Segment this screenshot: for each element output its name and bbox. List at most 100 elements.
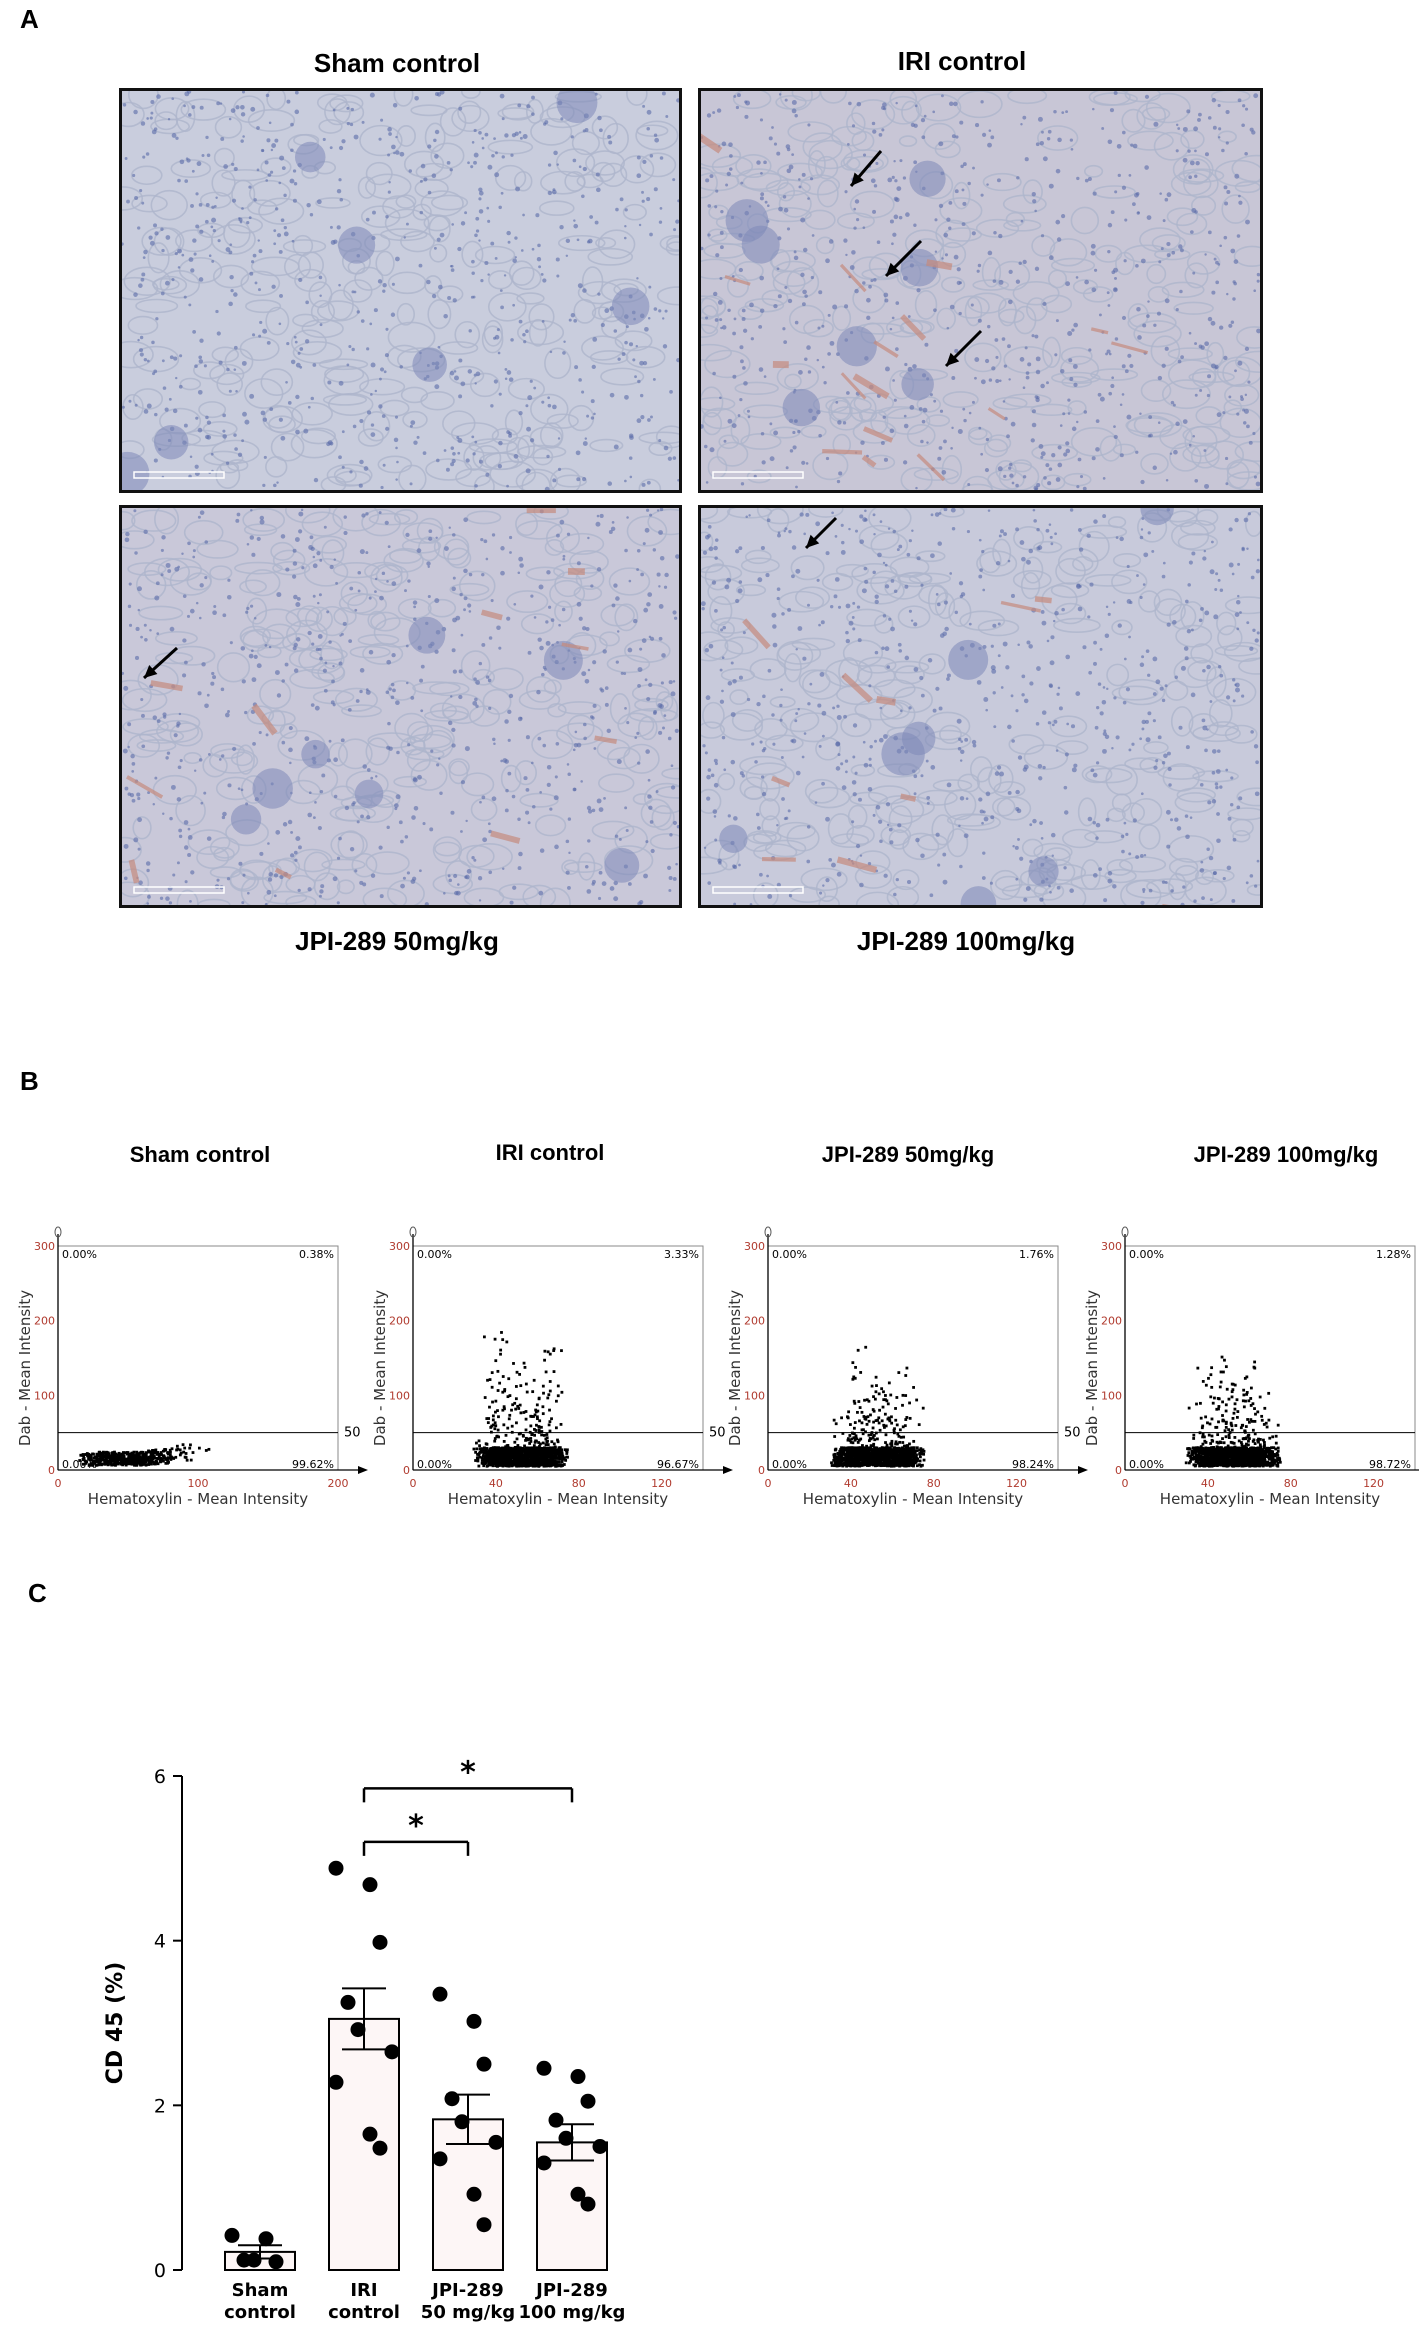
- nucleus-dot: [662, 726, 665, 730]
- nucleus-dot: [1046, 137, 1051, 141]
- nucleus-dot: [201, 662, 206, 667]
- nucleus-dot: [825, 878, 830, 883]
- nucleus-dot: [382, 283, 387, 288]
- nucleus-dot: [567, 817, 572, 821]
- nucleus-dot: [385, 215, 389, 219]
- nucleus-dot: [1187, 149, 1191, 153]
- nucleus-dot: [1073, 322, 1078, 328]
- nucleus-dot: [880, 441, 885, 445]
- tubule-outline: [941, 276, 966, 293]
- brown-stain: [771, 775, 791, 788]
- nucleus-dot: [1159, 192, 1162, 195]
- tubule-outline: [622, 203, 647, 221]
- nucleus-dot: [1090, 250, 1096, 256]
- nucleus-dot: [344, 805, 350, 811]
- nucleus-dot: [1107, 871, 1113, 876]
- nucleus-dot: [943, 508, 948, 512]
- nucleus-dot: [894, 197, 900, 203]
- nucleus-dot: [1037, 116, 1043, 122]
- tubule-outline: [846, 825, 875, 845]
- nucleus-dot: [909, 405, 915, 410]
- nucleus-dot: [156, 94, 161, 99]
- nucleus-dot: [780, 688, 783, 692]
- nucleus-dot: [1002, 400, 1006, 403]
- tubule-outline: [717, 621, 735, 638]
- nucleus-dot: [451, 743, 456, 748]
- nucleus-dot: [727, 308, 731, 313]
- nucleus-dot: [126, 199, 130, 204]
- nucleus-dot: [502, 867, 505, 870]
- nucleus-dot: [478, 197, 482, 201]
- nucleus-dot: [499, 93, 505, 99]
- nucleus-dot: [1095, 836, 1099, 840]
- nucleus-dot: [959, 796, 965, 801]
- nucleus-dot: [853, 207, 857, 211]
- nucleus-dot: [976, 680, 982, 685]
- nucleus-dot: [262, 328, 268, 334]
- nucleus-dot: [1180, 665, 1186, 671]
- scatter-point: [493, 1427, 497, 1431]
- nucleus-dot: [280, 435, 286, 441]
- nucleus-dot: [878, 819, 883, 824]
- nucleus-dot: [807, 197, 810, 200]
- nucleus-dot: [410, 420, 416, 425]
- nucleus-dot: [458, 106, 463, 111]
- nucleus-dot: [913, 622, 918, 627]
- nucleus-dot: [1147, 711, 1152, 716]
- nucleus-dot: [853, 226, 857, 230]
- nucleus-dot: [806, 859, 811, 864]
- nucleus-dot: [639, 647, 643, 651]
- nucleus-dot: [1051, 723, 1055, 727]
- tubule-outline: [258, 197, 305, 225]
- nucleus-dot: [356, 820, 360, 824]
- tubule-outline: [1208, 699, 1233, 728]
- nucleus-dot: [304, 339, 310, 344]
- nucleus-dot: [197, 691, 202, 696]
- nucleus-dot: [918, 407, 923, 411]
- nucleus-dot: [576, 238, 580, 242]
- nucleus-dot: [704, 647, 710, 653]
- scatter-point: [517, 1432, 521, 1436]
- tubule-outline: [469, 372, 501, 398]
- nucleus-dot: [429, 827, 434, 832]
- nucleus-dot: [730, 712, 736, 718]
- nucleus-dot: [240, 104, 245, 110]
- nucleus-dot: [597, 896, 602, 901]
- scatter-point: [483, 1396, 487, 1399]
- nucleus-dot: [1207, 116, 1212, 120]
- nucleus-dot: [254, 281, 258, 285]
- nucleus-dot: [294, 537, 300, 542]
- nucleus-dot: [273, 873, 279, 878]
- tubule-outline: [575, 567, 605, 590]
- tubule-outline: [135, 298, 179, 314]
- nucleus-dot: [874, 650, 879, 655]
- nucleus-dot: [293, 182, 298, 186]
- tubule-outline: [394, 712, 429, 744]
- nucleus-dot: [138, 880, 143, 885]
- nucleus-dot: [293, 642, 298, 648]
- scatter-point: [147, 1450, 151, 1454]
- scatter-point: [122, 1454, 126, 1457]
- nucleus-dot: [779, 718, 783, 722]
- nucleus-dot: [210, 452, 214, 456]
- nucleus-dot: [349, 846, 355, 852]
- nucleus-dot: [855, 843, 861, 849]
- scatter-point: [532, 1378, 536, 1382]
- nucleus-dot: [1110, 383, 1115, 389]
- nucleus-dot: [506, 370, 512, 375]
- nucleus-dot: [240, 139, 244, 143]
- nucleus-dot: [518, 411, 523, 416]
- nucleus-dot: [293, 335, 297, 339]
- tubule-outline: [365, 737, 390, 766]
- nucleus-dot: [1055, 219, 1061, 225]
- nucleus-dot: [1155, 759, 1159, 763]
- nucleus-dot: [643, 873, 648, 879]
- nucleus-dot: [467, 161, 470, 165]
- nucleus-dot: [537, 243, 541, 248]
- nucleus-dot: [802, 247, 808, 253]
- nucleus-dot: [454, 375, 459, 381]
- nucleus-dot: [352, 424, 357, 429]
- nucleus-dot: [154, 231, 159, 236]
- tubule-outline: [726, 508, 773, 519]
- nucleus-dot: [286, 341, 290, 346]
